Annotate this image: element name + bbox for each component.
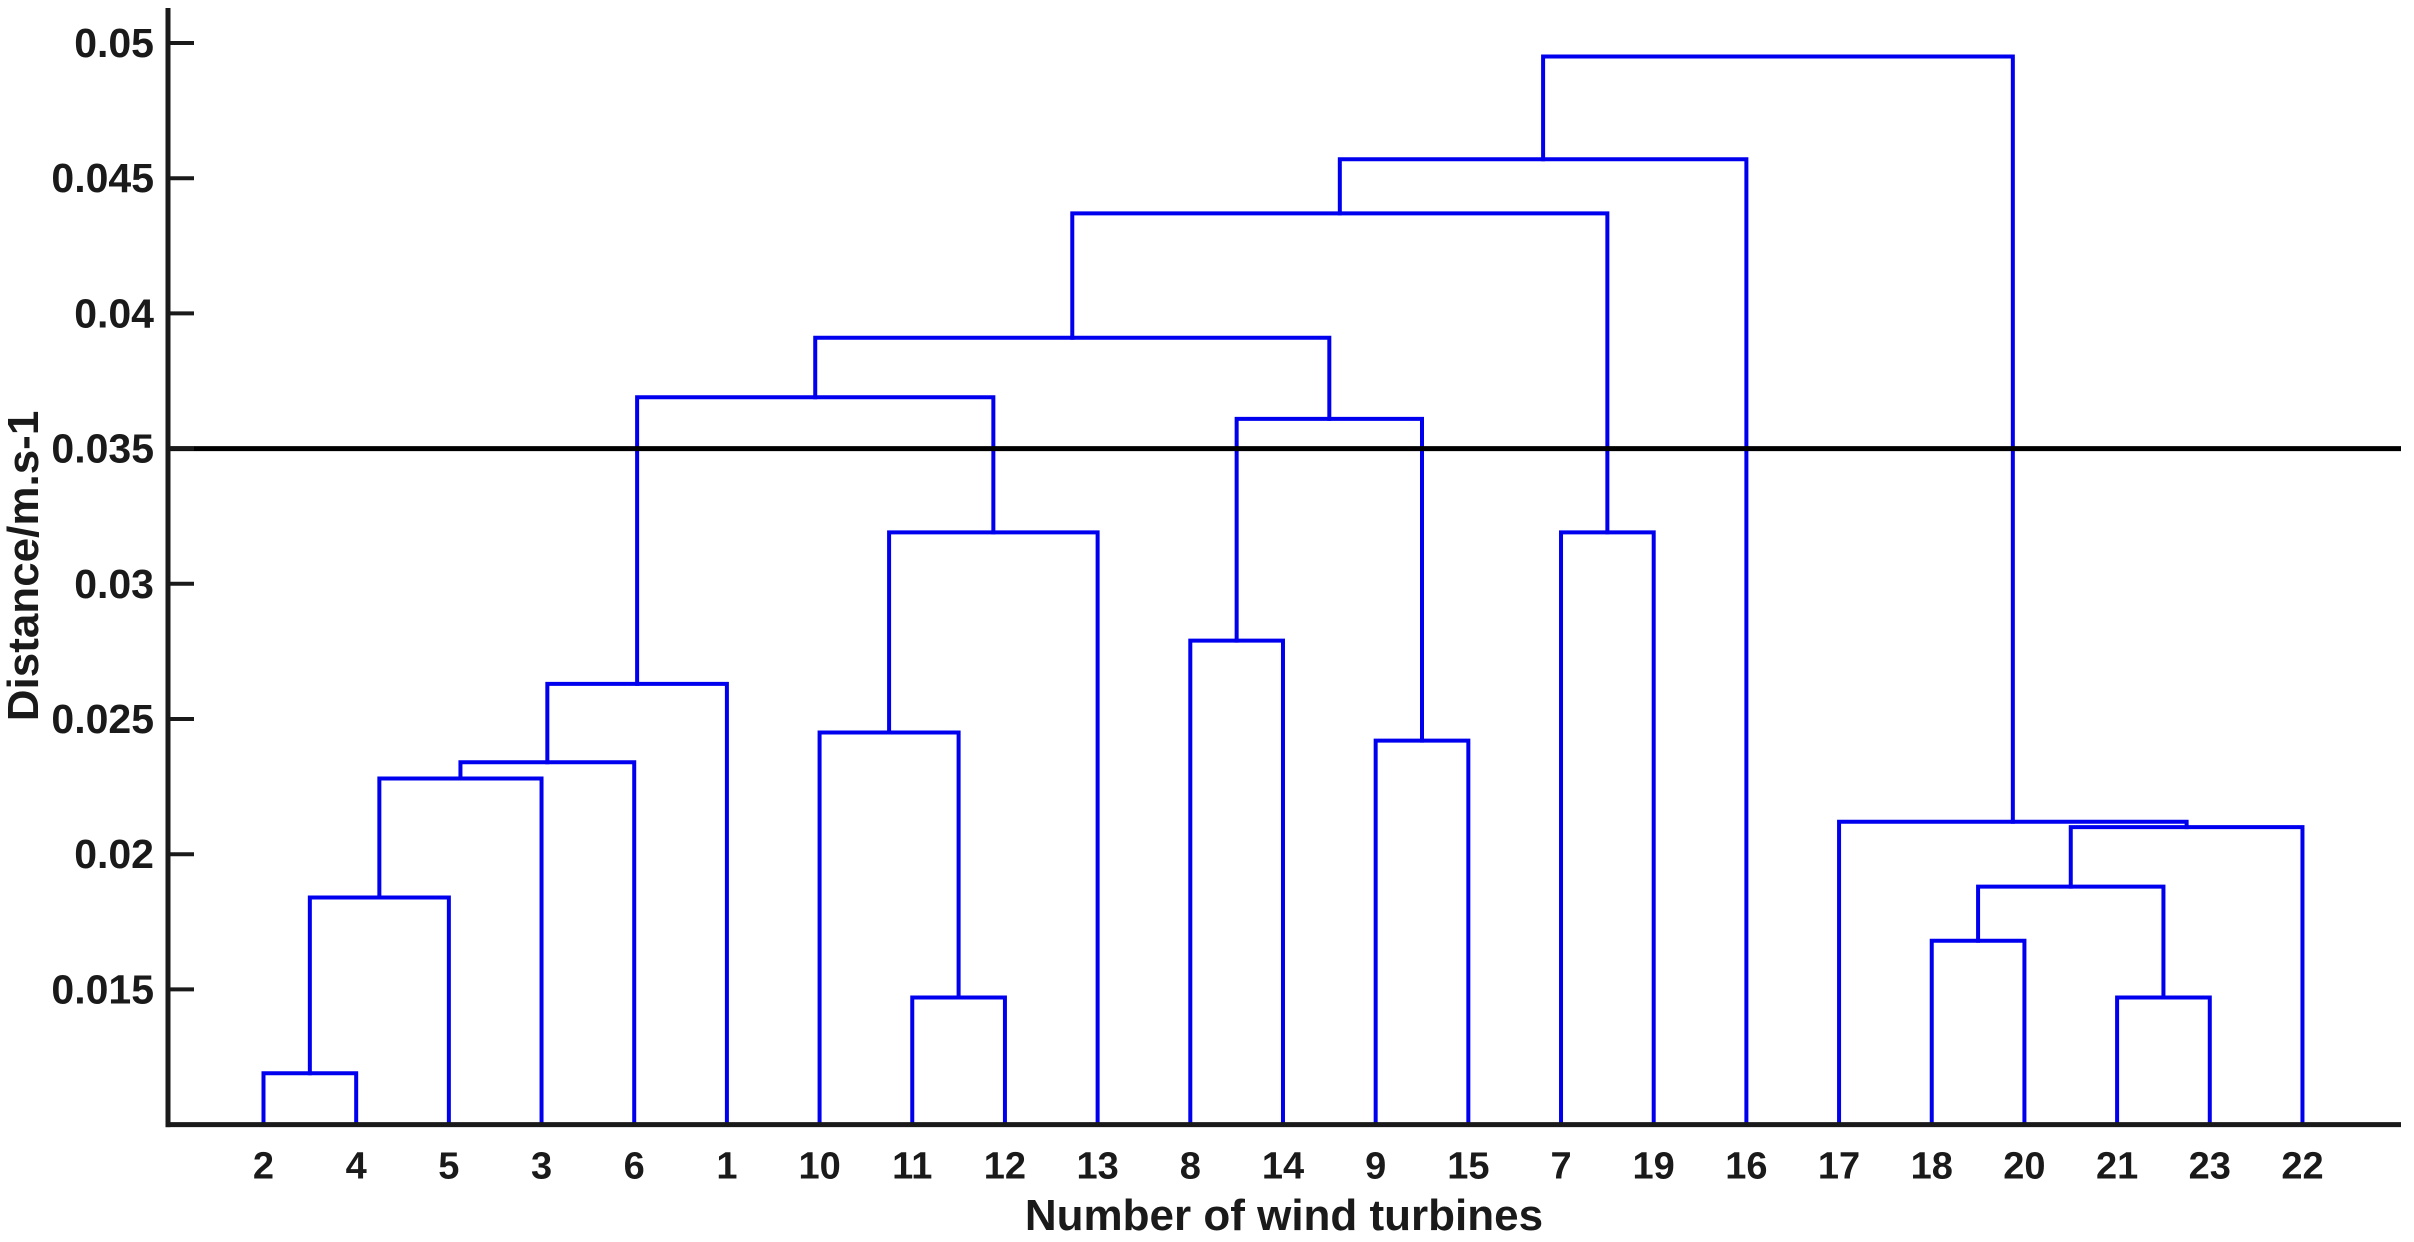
dendrogram-link [1373,738,1471,1127]
leaf-label: 1 [716,1146,737,1188]
x-axis-leaf-labels: 2 4 5 3 6 1 10 11 12 13 8 14 9 15 7 19 16 17 18 20 21 23 22 [253,1146,2324,1188]
dendrogram-links [261,54,2305,1127]
dendrogram-link [1234,416,1424,743]
leaf-label: 23 [2189,1146,2231,1188]
leaf-label: 12 [984,1146,1026,1188]
y-tick-label: 0.05 [74,20,154,66]
y-tick-label: 0.02 [74,831,154,877]
leaf-label: 7 [1550,1146,1571,1188]
y-tick-label: 0.015 [51,966,154,1012]
leaf-label: 2 [253,1146,274,1188]
leaf-label: 9 [1365,1146,1386,1188]
dendrogram-link [261,1071,359,1127]
y-axis-ticks: 0.015 0.02 0.025 0.03 0.035 0.04 0.045 0.05 [51,20,194,1012]
dendrogram-link [1188,638,1285,1127]
dendrogram-link [377,776,544,1127]
dendrogram-link [545,681,729,1127]
y-tick-label: 0.045 [51,155,154,201]
leaf-label: 10 [798,1146,840,1188]
leaf-label: 17 [1818,1146,1860,1188]
leaf-label: 21 [2096,1146,2138,1188]
y-axis-title: Distance/m.s-1 [0,411,48,722]
leaf-label: 13 [1076,1146,1118,1188]
axes [165,8,2401,1128]
leaf-label: 4 [346,1146,367,1188]
dendrogram-link [1070,211,1610,535]
dendrogram-link [2115,995,2212,1127]
leaf-label: 14 [1262,1146,1304,1188]
dendrogram-link [635,395,996,686]
dendrogram-link [2068,825,2305,1127]
dendrogram-link [887,530,1100,1127]
leaf-label: 20 [2003,1146,2045,1188]
y-tick-label: 0.035 [51,426,154,472]
dendrogram-link [1837,819,2189,1127]
leaf-label: 18 [1911,1146,1953,1188]
dendrogram-link [813,335,1332,421]
dendrogram-link [1559,530,1656,1127]
dendrogram-link [1541,54,2015,824]
dendrogram-link [910,995,1007,1127]
dendrogram-link [1929,938,2027,1127]
y-tick-label: 0.03 [74,561,154,607]
leaf-label: 8 [1180,1146,1201,1188]
leaf-label: 11 [892,1146,932,1188]
y-tick-label: 0.04 [74,290,154,336]
dendrogram-link [1337,157,1749,1127]
leaf-label: 22 [2281,1146,2323,1188]
leaf-label: 19 [1633,1146,1675,1188]
dendrogram-link [817,730,961,1127]
x-axis-title: Number of wind turbines [1025,1191,1543,1240]
dendrogram-link [458,760,637,1127]
leaf-label: 5 [438,1146,459,1188]
leaf-label: 15 [1447,1146,1489,1188]
y-tick-label: 0.025 [51,696,154,742]
leaf-label: 16 [1725,1146,1767,1188]
dendrogram-link [307,895,451,1127]
leaf-label: 6 [624,1146,645,1188]
leaf-label: 3 [531,1146,552,1188]
